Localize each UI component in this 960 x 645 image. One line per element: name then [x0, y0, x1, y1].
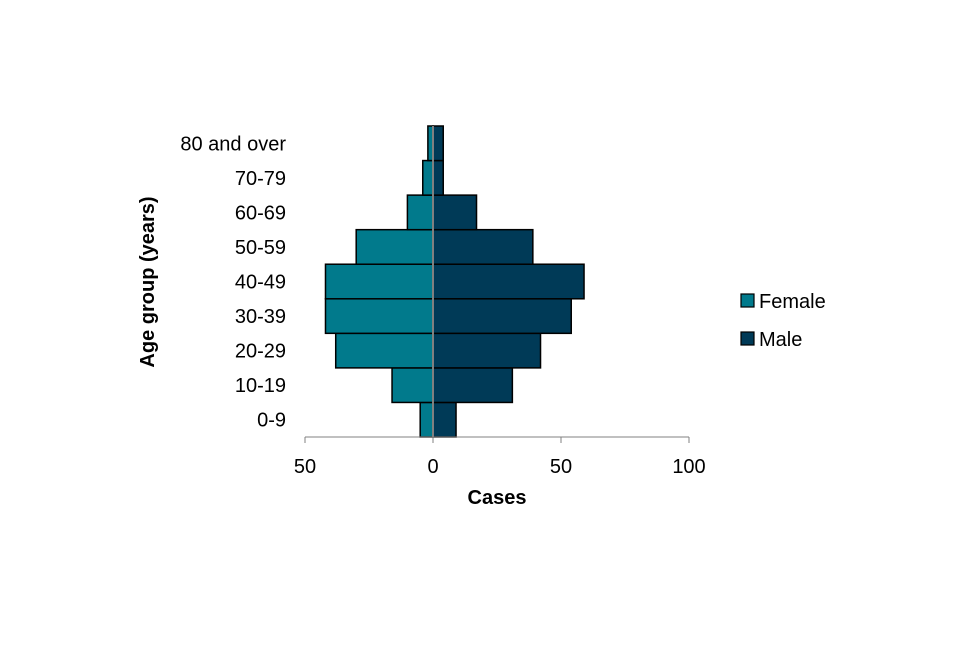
- ticks-layer: 50 0 50 100: [294, 437, 706, 478]
- legend-label-male: Male: [759, 329, 802, 351]
- bar-male-20-29: [432, 332, 542, 369]
- bar-female-60-69: [406, 194, 434, 231]
- y-tick-label-70-79: 70-79: [235, 168, 286, 190]
- bar-female-70-79: [422, 159, 434, 196]
- bar-male-10-19: [432, 367, 514, 404]
- y-tick-label-60-69: 60-69: [235, 202, 286, 224]
- bar-female-0-9: [419, 401, 434, 438]
- x-tick-label-2: 50: [550, 456, 572, 478]
- y-tick-label-10-19: 10-19: [235, 375, 286, 397]
- y-tick-label-20-29: 20-29: [235, 341, 286, 363]
- bar-male-40-49: [432, 263, 585, 300]
- y-tick-label-30-39: 30-39: [235, 306, 286, 328]
- bar-female-50-59: [355, 228, 434, 265]
- bar-male-50-59: [432, 228, 534, 265]
- bars-layer: [324, 125, 585, 438]
- legend-label-female: Female: [759, 291, 826, 313]
- y-tick-label-50-59: 50-59: [235, 237, 286, 259]
- bar-male-70-79: [432, 159, 444, 196]
- x-tick-label-3: 100: [672, 456, 705, 478]
- legend: Female Male: [740, 291, 826, 351]
- y-axis-title: Age group (years): [137, 196, 159, 367]
- bar-male-60-69: [432, 194, 478, 231]
- bar-female-10-19: [391, 367, 434, 404]
- y-tick-label-80-and-over: 80 and over: [180, 133, 286, 155]
- x-tick-label-0: 50: [294, 456, 316, 478]
- x-tick-label-1: 0: [427, 456, 438, 478]
- legend-swatch-female: [740, 293, 755, 308]
- y-tick-labels: 0-9 10-19 20-29 30-39 40-49 50-59 60-69 70-79 80…: [180, 133, 286, 431]
- bar-female-20-29: [334, 332, 434, 369]
- axis-layer: [305, 126, 689, 438]
- legend-swatch-male: [740, 331, 755, 346]
- bar-male-30-39: [432, 298, 572, 335]
- bar-female-30-39: [324, 298, 434, 335]
- y-tick-label-0-9: 0-9: [257, 410, 286, 432]
- x-axis-title: Cases: [468, 487, 527, 509]
- y-tick-label-40-49: 40-49: [235, 272, 286, 294]
- bar-male-0-9: [432, 401, 457, 438]
- bar-male-80-and-over: [432, 125, 444, 162]
- bar-female-40-49: [324, 263, 434, 300]
